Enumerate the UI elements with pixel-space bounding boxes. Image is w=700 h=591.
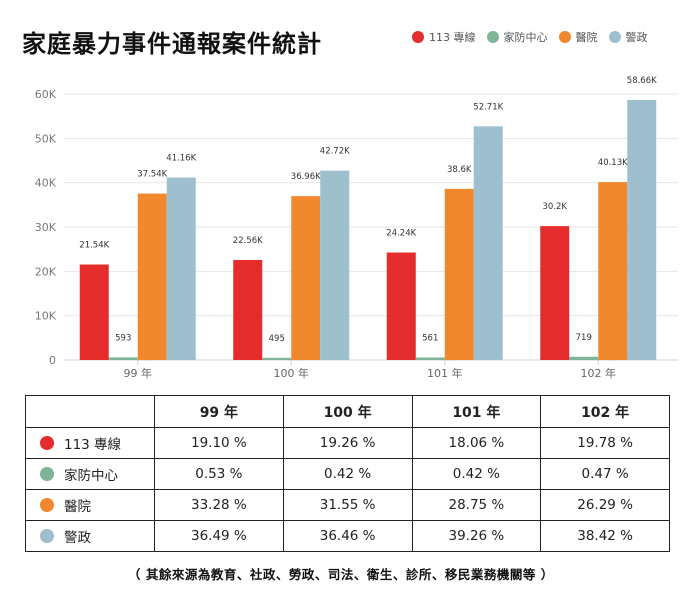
y-tick-label: 50K: [35, 132, 57, 145]
table-cell: 28.75 %: [411, 489, 542, 521]
row-label-cell: 家防中心: [25, 458, 155, 490]
table-cell: 19.10 %: [154, 427, 284, 459]
bar-value-label: 52.71K: [473, 102, 503, 112]
x-tick-label: 99 年: [124, 366, 153, 380]
table-cell: 26.29 %: [540, 489, 670, 521]
row-label-cell: 警政: [25, 520, 155, 552]
percentage-table: 99 年 100 年 101 年 102 年 113 專線 19.10 % 19…: [25, 395, 670, 552]
table-cell: 31.55 %: [282, 489, 413, 521]
bar-value-label: 42.72K: [320, 147, 350, 157]
row-swatch: [40, 467, 54, 481]
table-cell: 36.46 %: [282, 520, 413, 552]
x-tick-label: 102 年: [581, 366, 617, 380]
bar-value-label: 37.54K: [137, 170, 167, 180]
y-tick-label: 60K: [35, 88, 57, 101]
bar: [108, 357, 138, 360]
table-row: 家防中心 0.53 % 0.42 % 0.42 % 0.47 %: [25, 458, 670, 490]
bar-value-label: 719: [576, 333, 592, 343]
legend-label: 113 專線: [429, 31, 476, 44]
bar: [233, 259, 263, 360]
bar: [473, 126, 503, 360]
table-cell: 33.28 %: [154, 489, 284, 521]
bar-value-label: 21.54K: [79, 241, 109, 251]
table-cell: 39.26 %: [411, 520, 542, 552]
legend: 113 專線 家防中心 醫院 警政: [412, 29, 648, 45]
table-cell: 19.26 %: [282, 427, 413, 459]
row-label-cell: 醫院: [25, 489, 155, 521]
legend-swatch: [486, 31, 499, 43]
bar: [415, 357, 445, 360]
y-tick-label: 30K: [35, 221, 57, 234]
legend-swatch: [412, 31, 424, 43]
legend-item-hotline[interactable]: 113 專線: [412, 29, 476, 45]
y-tick-label: 0: [49, 354, 56, 367]
bar-value-label: 38.6K: [447, 165, 472, 175]
bar-value-label: 593: [115, 333, 131, 343]
row-label-cell: 113 專線: [25, 427, 155, 459]
bar: [320, 170, 350, 360]
row-label: 醫院: [64, 499, 91, 515]
y-tick-label: 10K: [35, 310, 57, 323]
row-label: 警政: [64, 530, 91, 546]
table-cell: 38.42 %: [540, 520, 670, 552]
legend-label: 警政: [625, 31, 648, 44]
legend-item-hospital[interactable]: 醫院: [558, 29, 598, 45]
table-header-cell: 99 年: [154, 395, 284, 428]
table-header-row: 99 年 100 年 101 年 102 年: [25, 395, 670, 428]
bar: [540, 226, 570, 360]
table-header-cell: 101 年: [411, 395, 542, 428]
bar-value-label: 561: [422, 334, 438, 344]
bar-value-label: 24.24K: [386, 229, 416, 239]
bar-value-label: 22.56K: [233, 236, 263, 246]
bar: [137, 193, 167, 360]
bar-value-label: 495: [269, 334, 285, 344]
table-cell: 36.49 %: [154, 520, 284, 552]
table-cell: 18.06 %: [411, 427, 542, 459]
table-cell: 0.42 %: [282, 458, 413, 490]
bar: [627, 99, 657, 360]
bar: [598, 182, 628, 360]
bar: [569, 356, 599, 360]
bar-value-label: 30.2K: [543, 202, 568, 212]
bar-value-label: 41.16K: [166, 154, 196, 164]
table-header-cell: [25, 395, 155, 428]
row-swatch: [40, 436, 54, 450]
bar: [262, 357, 292, 360]
row-swatch: [40, 529, 54, 543]
row-label: 家防中心: [64, 468, 118, 484]
bar-value-label: 58.66K: [627, 76, 657, 86]
table-cell: 0.42 %: [411, 458, 542, 490]
bar: [79, 264, 109, 360]
bar-chart: 0 10K 20K 30K 40K 50K 60K 21.54K 593 37.54K 41.16K…: [35, 76, 678, 380]
chart-title: 家庭暴力事件通報案件統計: [22, 30, 322, 58]
table-cell: 0.47 %: [540, 458, 670, 490]
table-row: 警政 36.49 % 36.46 % 39.26 % 38.42 %: [25, 520, 670, 552]
row-swatch: [40, 498, 54, 512]
legend-label: 醫院: [575, 31, 598, 44]
legend-swatch: [608, 31, 621, 43]
bar: [444, 188, 474, 360]
row-label: 113 專線: [64, 437, 122, 453]
table-cell: 0.53 %: [154, 458, 284, 490]
bar: [291, 196, 321, 360]
table-row: 醫院 33.28 % 31.55 % 28.75 % 26.29 %: [25, 489, 670, 521]
bar-value-label: 40.13K: [598, 158, 628, 168]
table-cell: 19.78 %: [540, 427, 670, 459]
footnote: （ 其餘來源為教育、社政、勞政、司法、衛生、診所、移民業務機關等 ）: [128, 567, 554, 582]
legend-label: 家防中心: [503, 31, 548, 44]
table-row: 113 專線 19.10 % 19.26 % 18.06 % 19.78 %: [25, 427, 670, 459]
table-header-cell: 102 年: [540, 395, 670, 428]
y-tick-label: 20K: [35, 265, 57, 278]
bar: [386, 252, 416, 360]
x-tick-label: 101 年: [427, 366, 463, 380]
bar-value-label: 36.96K: [291, 172, 321, 182]
y-tick-label: 40K: [35, 177, 57, 190]
legend-item-police[interactable]: 警政: [608, 29, 648, 45]
legend-item-family-center[interactable]: 家防中心: [486, 29, 548, 45]
legend-swatch: [558, 31, 571, 43]
x-tick-label: 100 年: [274, 366, 310, 380]
table-header-cell: 100 年: [282, 395, 413, 428]
bar: [166, 177, 196, 360]
